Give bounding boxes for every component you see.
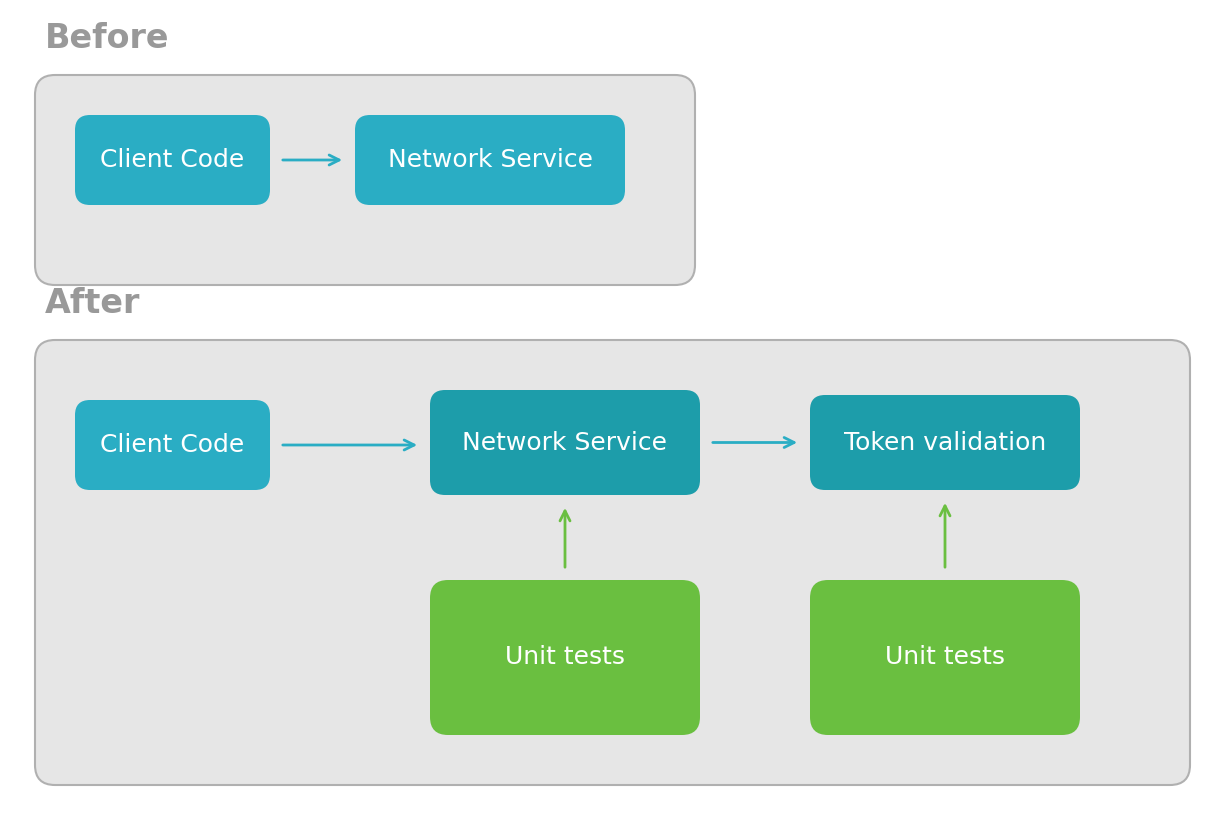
Text: After: After: [45, 287, 141, 320]
Text: Client Code: Client Code: [100, 433, 245, 457]
FancyBboxPatch shape: [430, 390, 699, 495]
FancyBboxPatch shape: [355, 115, 625, 205]
FancyBboxPatch shape: [36, 340, 1189, 785]
Text: Network Service: Network Service: [463, 430, 668, 455]
Text: Unit tests: Unit tests: [884, 645, 1004, 669]
FancyBboxPatch shape: [810, 395, 1080, 490]
Text: Network Service: Network Service: [387, 148, 593, 172]
FancyBboxPatch shape: [430, 580, 699, 735]
Text: Token validation: Token validation: [844, 430, 1046, 455]
Text: Before: Before: [45, 22, 169, 55]
FancyBboxPatch shape: [810, 580, 1080, 735]
FancyBboxPatch shape: [75, 115, 270, 205]
Text: Unit tests: Unit tests: [505, 645, 625, 669]
FancyBboxPatch shape: [75, 400, 270, 490]
FancyBboxPatch shape: [36, 75, 695, 285]
Text: Client Code: Client Code: [100, 148, 245, 172]
